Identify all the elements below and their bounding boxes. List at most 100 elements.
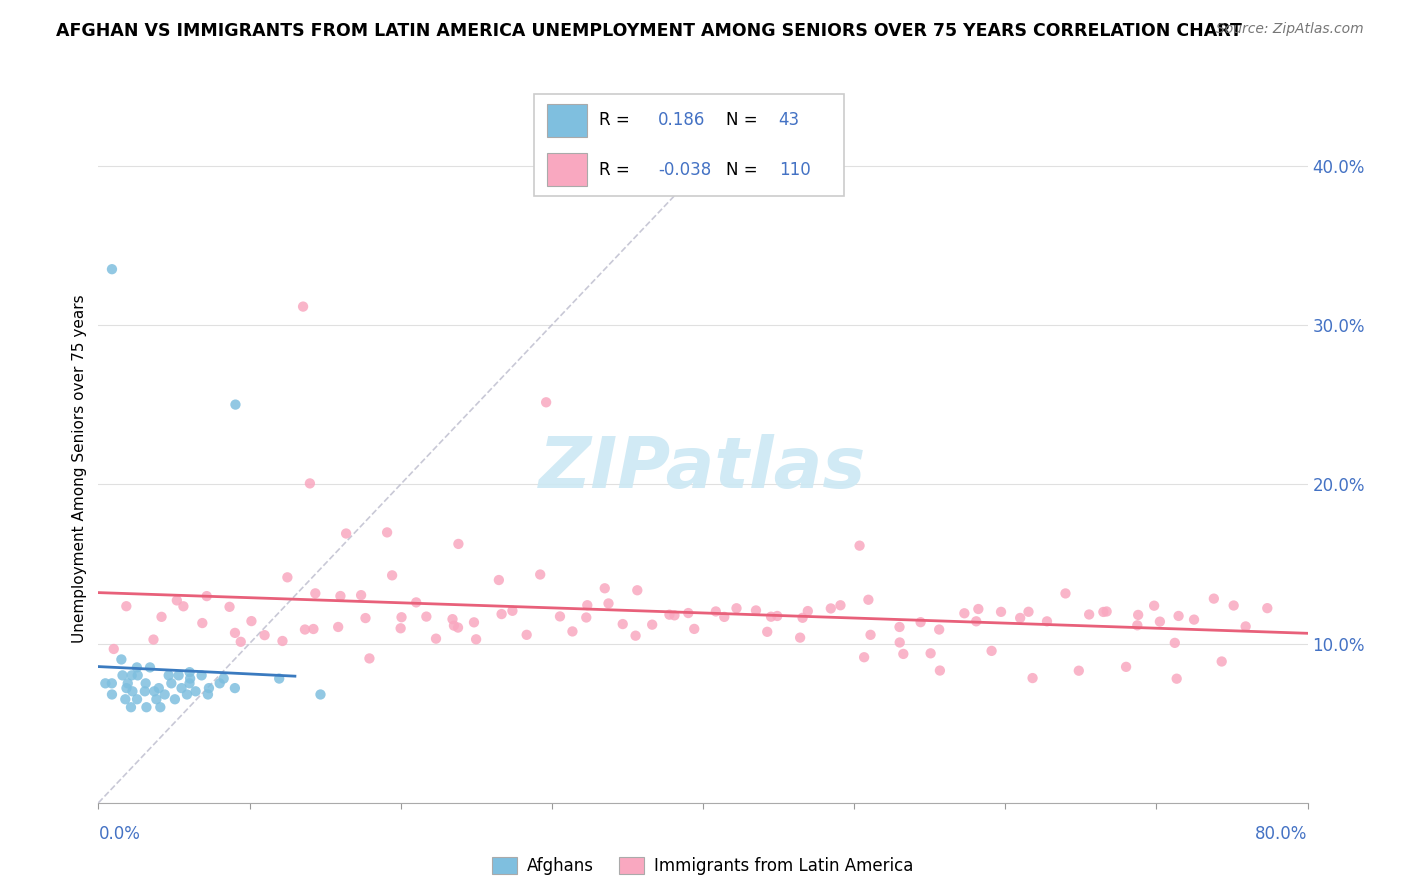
Point <box>143 684 166 698</box>
Text: R =: R = <box>599 161 630 178</box>
Point <box>967 602 990 616</box>
Point <box>891 647 914 661</box>
Point <box>1036 615 1059 629</box>
Point <box>1234 619 1257 633</box>
Point <box>197 688 219 702</box>
Point <box>576 598 599 612</box>
Point <box>224 398 246 412</box>
Point <box>1067 664 1090 678</box>
Point <box>125 660 148 674</box>
Point <box>593 582 616 596</box>
Point <box>150 610 173 624</box>
Point <box>766 609 789 624</box>
Point <box>127 668 149 682</box>
Point <box>167 668 190 682</box>
Point <box>208 676 231 690</box>
Point <box>501 604 523 618</box>
Point <box>612 617 634 632</box>
Point <box>658 607 681 622</box>
Point <box>447 621 470 635</box>
Point <box>163 692 186 706</box>
Point <box>463 615 485 630</box>
Point <box>329 589 352 603</box>
Legend: Afghans, Immigrants from Latin America: Afghans, Immigrants from Latin America <box>485 850 921 881</box>
Point <box>1167 609 1189 624</box>
Text: 0.0%: 0.0% <box>98 825 141 843</box>
Point <box>170 681 193 695</box>
Point <box>990 605 1012 619</box>
Point <box>415 609 437 624</box>
Point <box>139 660 162 674</box>
Point <box>160 676 183 690</box>
Point <box>1126 618 1149 632</box>
Point <box>491 607 513 621</box>
Point <box>134 684 156 698</box>
Point <box>166 593 188 607</box>
Point <box>101 262 124 277</box>
Point <box>111 668 134 682</box>
Point <box>516 628 538 642</box>
Point <box>488 573 510 587</box>
Point <box>820 601 842 615</box>
Point <box>294 623 316 637</box>
Point <box>1202 591 1225 606</box>
Text: 110: 110 <box>779 161 810 178</box>
Point <box>789 631 811 645</box>
Point <box>148 681 170 695</box>
Point <box>441 612 464 626</box>
Point <box>224 681 246 695</box>
Point <box>114 692 136 706</box>
Text: AFGHAN VS IMMIGRANTS FROM LATIN AMERICA UNEMPLOYMENT AMONG SENIORS OVER 75 YEARS: AFGHAN VS IMMIGRANTS FROM LATIN AMERICA … <box>56 22 1241 40</box>
Point <box>664 608 686 623</box>
Point <box>848 539 870 553</box>
Text: 43: 43 <box>779 112 800 129</box>
Point <box>1018 605 1040 619</box>
Point <box>359 651 381 665</box>
Point <box>1164 636 1187 650</box>
Point <box>575 610 598 624</box>
Point <box>928 623 950 637</box>
Point <box>135 700 157 714</box>
FancyBboxPatch shape <box>534 94 844 196</box>
Point <box>375 525 398 540</box>
Point <box>1222 599 1244 613</box>
Point <box>425 632 447 646</box>
Text: -0.038: -0.038 <box>658 161 711 178</box>
Point <box>120 700 142 714</box>
Point <box>335 526 357 541</box>
Point <box>1143 599 1166 613</box>
Point <box>389 621 412 635</box>
Point <box>198 681 221 695</box>
Point <box>115 681 138 695</box>
Y-axis label: Unemployment Among Seniors over 75 years: Unemployment Among Seniors over 75 years <box>72 294 87 642</box>
Point <box>1092 605 1115 619</box>
Point <box>830 599 852 613</box>
Point <box>1166 672 1188 686</box>
Point <box>191 615 214 630</box>
Text: Source: ZipAtlas.com: Source: ZipAtlas.com <box>1216 22 1364 37</box>
Point <box>153 688 176 702</box>
Point <box>1256 601 1278 615</box>
Point <box>157 668 180 682</box>
Bar <box>547 104 586 136</box>
Point <box>212 672 235 686</box>
Point <box>792 611 814 625</box>
Point <box>725 601 748 615</box>
Point <box>269 672 291 686</box>
Point <box>965 615 987 629</box>
Point <box>115 599 138 614</box>
Point <box>889 620 911 634</box>
Point <box>447 537 470 551</box>
Point <box>1149 615 1171 629</box>
Point <box>176 688 198 702</box>
Point <box>121 668 143 682</box>
Point <box>271 634 294 648</box>
Text: 80.0%: 80.0% <box>1256 825 1308 843</box>
Point <box>626 583 648 598</box>
Point <box>184 684 207 698</box>
Point <box>276 570 298 584</box>
Point <box>350 588 373 602</box>
Point <box>298 476 321 491</box>
Point <box>853 650 876 665</box>
Point <box>103 642 125 657</box>
